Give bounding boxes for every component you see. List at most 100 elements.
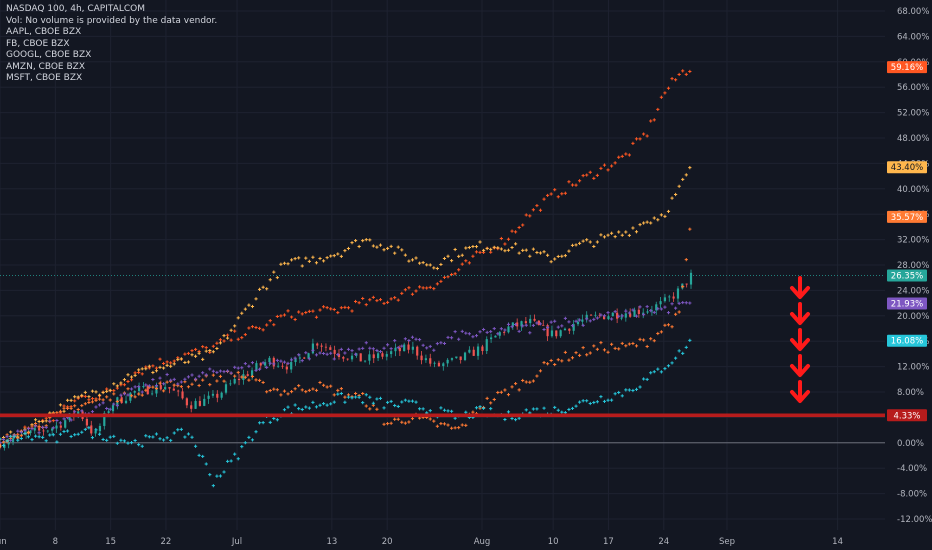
legend-volume[interactable]: Vol: No volume is provided by the data v…: [6, 15, 218, 26]
series-marker: [90, 436, 95, 440]
badge-bg: [887, 334, 927, 347]
legend-main[interactable]: NASDAQ 100, 4h, CAPITALCOM: [6, 4, 145, 14]
series-marker: [581, 323, 585, 327]
series-marker: [513, 322, 518, 327]
series-marker: [574, 243, 578, 247]
series-aapl: [0, 69, 692, 444]
legend-item-msft[interactable]: MSFT, CBOE BZX: [6, 73, 83, 83]
series-marker: [272, 362, 276, 366]
legend-item-amzn[interactable]: AMZN, CBOE BZX: [6, 61, 85, 72]
y-axis[interactable]: 68.00%64.00%60.00%56.00%52.00%48.00%44.0…: [897, 7, 932, 525]
series-marker: [275, 314, 279, 319]
badge-text: 21.93%: [891, 300, 923, 310]
series-marker: [524, 408, 528, 412]
series-marker: [154, 369, 159, 373]
candle-body: [164, 387, 167, 390]
series-marker: [215, 474, 219, 478]
series-marker: [378, 349, 383, 354]
series-marker: [674, 356, 678, 360]
series-marker: [670, 361, 674, 365]
series-marker: [599, 166, 603, 170]
candle-body: [177, 390, 180, 392]
series-marker: [346, 347, 351, 351]
series-marker: [261, 361, 265, 365]
series-marker: [609, 317, 614, 321]
candle-body: [646, 311, 649, 313]
series-marker: [467, 261, 471, 265]
series-marker: [321, 259, 326, 263]
series-marker: [137, 368, 141, 372]
series-marker: [613, 310, 617, 314]
series-marker: [553, 188, 557, 192]
candle-body: [624, 313, 627, 318]
series-marker: [361, 346, 365, 350]
series-marker: [531, 323, 535, 328]
series-marker: [350, 349, 354, 353]
series-marker: [449, 272, 454, 277]
candle-body: [7, 441, 10, 445]
candle-body: [29, 430, 32, 434]
x-axis[interactable]: Jun 8 15 22 Jul 13 20 Aug 10 17 24 Sep 14: [0, 537, 843, 547]
series-marker: [446, 275, 450, 279]
series-marker: [105, 389, 109, 394]
candle-body: [659, 301, 662, 305]
series-marker: [453, 272, 457, 276]
series-marker: [58, 403, 63, 407]
series-marker: [339, 387, 343, 391]
series-marker: [243, 361, 247, 366]
series-marker: [172, 431, 176, 435]
series-marker: [233, 324, 237, 328]
series-marker: [570, 356, 575, 360]
series-marker: [133, 395, 137, 399]
series-marker: [133, 373, 137, 377]
candle-body: [103, 412, 106, 426]
series-marker: [236, 457, 240, 461]
series-marker: [293, 387, 297, 391]
series-marker: [297, 353, 301, 357]
series-marker: [112, 434, 116, 438]
series-marker: [609, 164, 614, 168]
series-marker: [428, 263, 432, 267]
x-tick-label: 17: [603, 537, 614, 547]
series-marker: [439, 341, 443, 345]
series-marker: [513, 418, 518, 422]
legend-item-aapl[interactable]: AAPL, CBOE BZX: [6, 27, 82, 37]
series-marker: [161, 382, 166, 386]
series-marker: [186, 432, 191, 436]
series-marker: [161, 366, 166, 370]
series-marker: [5, 439, 9, 443]
series-marker: [126, 393, 130, 397]
series-marker: [204, 345, 208, 350]
candle-body: [342, 357, 345, 359]
series-marker: [410, 292, 415, 296]
series-marker: [87, 400, 91, 405]
series-marker: [531, 247, 535, 251]
series-marker: [325, 306, 329, 310]
series-marker: [521, 324, 525, 328]
legend-item-googl[interactable]: GOOGL, CBOE BZX: [6, 50, 92, 60]
series-marker: [506, 237, 511, 241]
series-marker: [105, 406, 109, 411]
series-marker: [247, 435, 251, 439]
series-marker: [624, 309, 628, 313]
series-marker: [464, 410, 468, 414]
series-marker: [336, 392, 340, 396]
series-marker: [282, 389, 287, 393]
series-marker: [41, 435, 45, 439]
series-marker: [510, 245, 514, 250]
series-marker: [304, 405, 308, 409]
series-marker: [247, 364, 251, 368]
candle-body: [146, 386, 149, 395]
series-marker: [592, 244, 596, 249]
series-marker: [528, 214, 532, 218]
series-marker: [261, 421, 265, 425]
down-arrow: [790, 328, 810, 351]
series-marker: [51, 419, 55, 423]
series-marker: [94, 390, 98, 394]
legend-item-fb[interactable]: FB, CBOE BZX: [6, 38, 70, 49]
series-marker: [677, 72, 681, 77]
series-marker: [417, 407, 422, 411]
candle-body: [290, 362, 293, 370]
series-marker: [535, 374, 539, 378]
